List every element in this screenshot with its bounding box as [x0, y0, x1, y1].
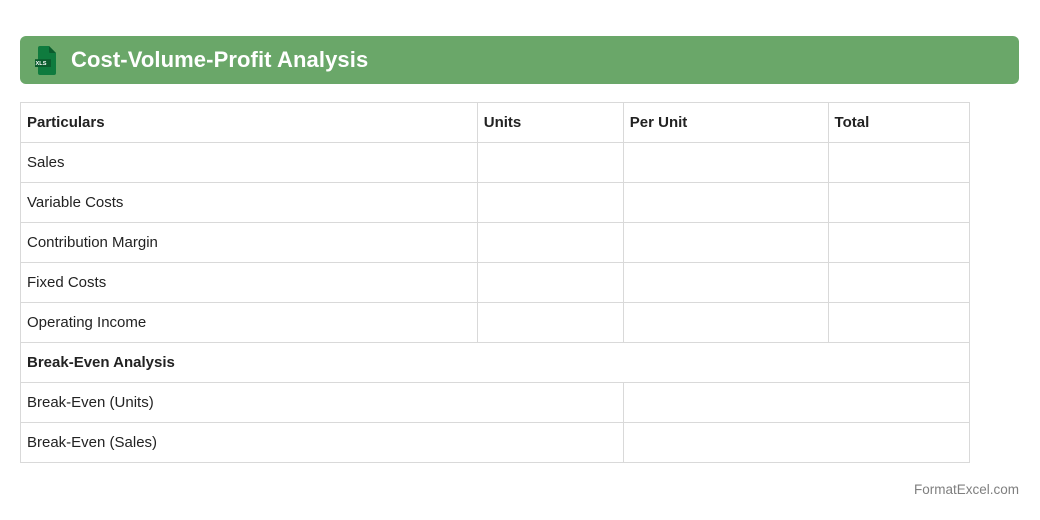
svg-text:XLS: XLS: [36, 61, 47, 67]
